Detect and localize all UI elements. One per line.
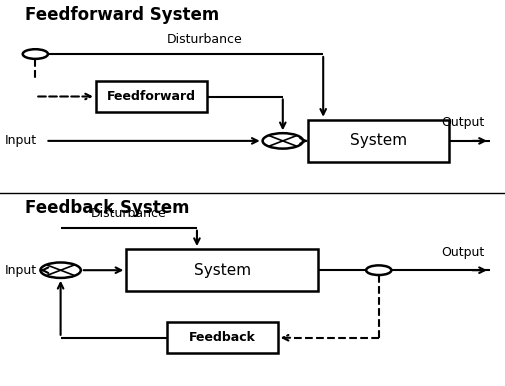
Text: Disturbance: Disturbance	[167, 33, 242, 46]
Bar	[126, 249, 318, 291]
Text: Feedforward: Feedforward	[107, 90, 196, 103]
Text: Feedback: Feedback	[189, 331, 256, 344]
Text: Feedback System: Feedback System	[25, 199, 190, 217]
Text: Disturbance: Disturbance	[91, 207, 167, 220]
Bar	[308, 120, 449, 162]
Text: Output: Output	[441, 116, 485, 129]
Bar	[96, 81, 207, 112]
Text: Feedforward System: Feedforward System	[25, 6, 220, 24]
Text: Input: Input	[5, 264, 37, 277]
Text: System: System	[193, 263, 251, 278]
Text: Output: Output	[441, 245, 485, 259]
Text: System: System	[350, 134, 408, 148]
Bar	[167, 322, 278, 353]
Text: Input: Input	[5, 134, 37, 147]
